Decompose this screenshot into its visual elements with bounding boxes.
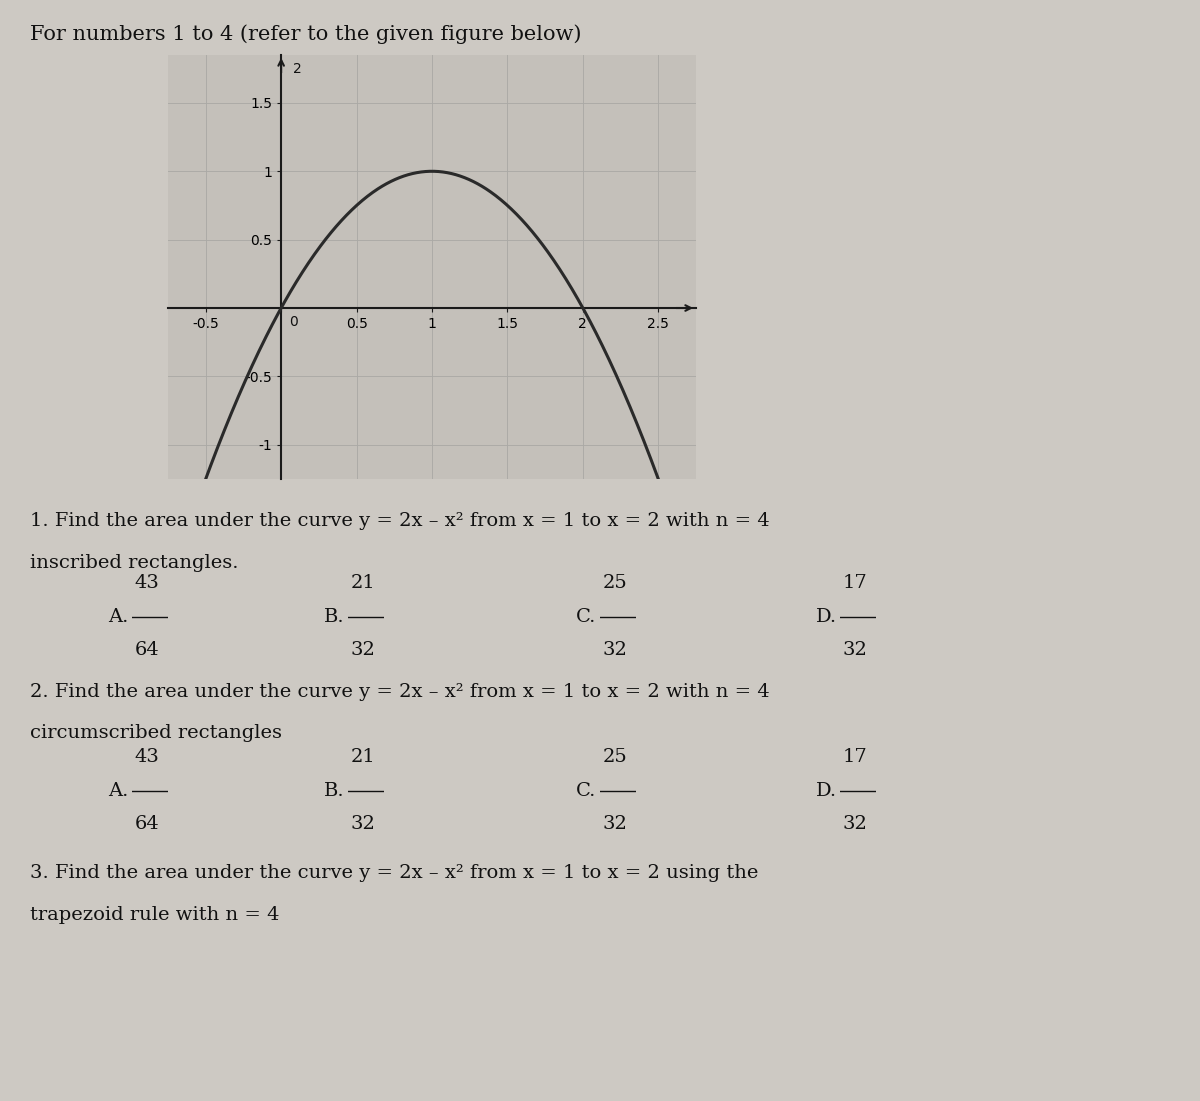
Text: 32: 32 xyxy=(602,815,628,832)
Text: 43: 43 xyxy=(134,749,160,766)
Text: For numbers 1 to 4 (refer to the given figure below): For numbers 1 to 4 (refer to the given f… xyxy=(30,24,582,44)
Text: 0: 0 xyxy=(289,315,298,329)
Text: B.: B. xyxy=(324,608,344,625)
Text: 64: 64 xyxy=(134,815,160,832)
Text: 32: 32 xyxy=(350,815,376,832)
Text: circumscribed rectangles: circumscribed rectangles xyxy=(30,724,282,742)
Text: 32: 32 xyxy=(602,641,628,658)
Text: B.: B. xyxy=(324,782,344,799)
Text: A.: A. xyxy=(108,782,128,799)
Text: 1. Find the area under the curve y = 2x – x² from x = 1 to x = 2 with n = 4: 1. Find the area under the curve y = 2x … xyxy=(30,512,769,530)
Text: trapezoid rule with n = 4: trapezoid rule with n = 4 xyxy=(30,906,280,924)
Text: 3. Find the area under the curve y = 2x – x² from x = 1 to x = 2 using the: 3. Find the area under the curve y = 2x … xyxy=(30,864,758,882)
Text: A.: A. xyxy=(108,608,128,625)
Text: 32: 32 xyxy=(842,815,868,832)
Text: C.: C. xyxy=(576,782,596,799)
Text: 64: 64 xyxy=(134,641,160,658)
Text: 32: 32 xyxy=(842,641,868,658)
Text: C.: C. xyxy=(576,608,596,625)
Text: 17: 17 xyxy=(842,749,868,766)
Text: 2: 2 xyxy=(293,62,302,76)
Text: D.: D. xyxy=(816,608,838,625)
Text: 32: 32 xyxy=(350,641,376,658)
Text: 43: 43 xyxy=(134,575,160,592)
Text: 21: 21 xyxy=(350,575,376,592)
Text: 25: 25 xyxy=(602,575,628,592)
Text: 17: 17 xyxy=(842,575,868,592)
Text: 2. Find the area under the curve y = 2x – x² from x = 1 to x = 2 with n = 4: 2. Find the area under the curve y = 2x … xyxy=(30,683,769,700)
Text: 21: 21 xyxy=(350,749,376,766)
Text: 25: 25 xyxy=(602,749,628,766)
Text: D.: D. xyxy=(816,782,838,799)
Text: inscribed rectangles.: inscribed rectangles. xyxy=(30,554,239,571)
